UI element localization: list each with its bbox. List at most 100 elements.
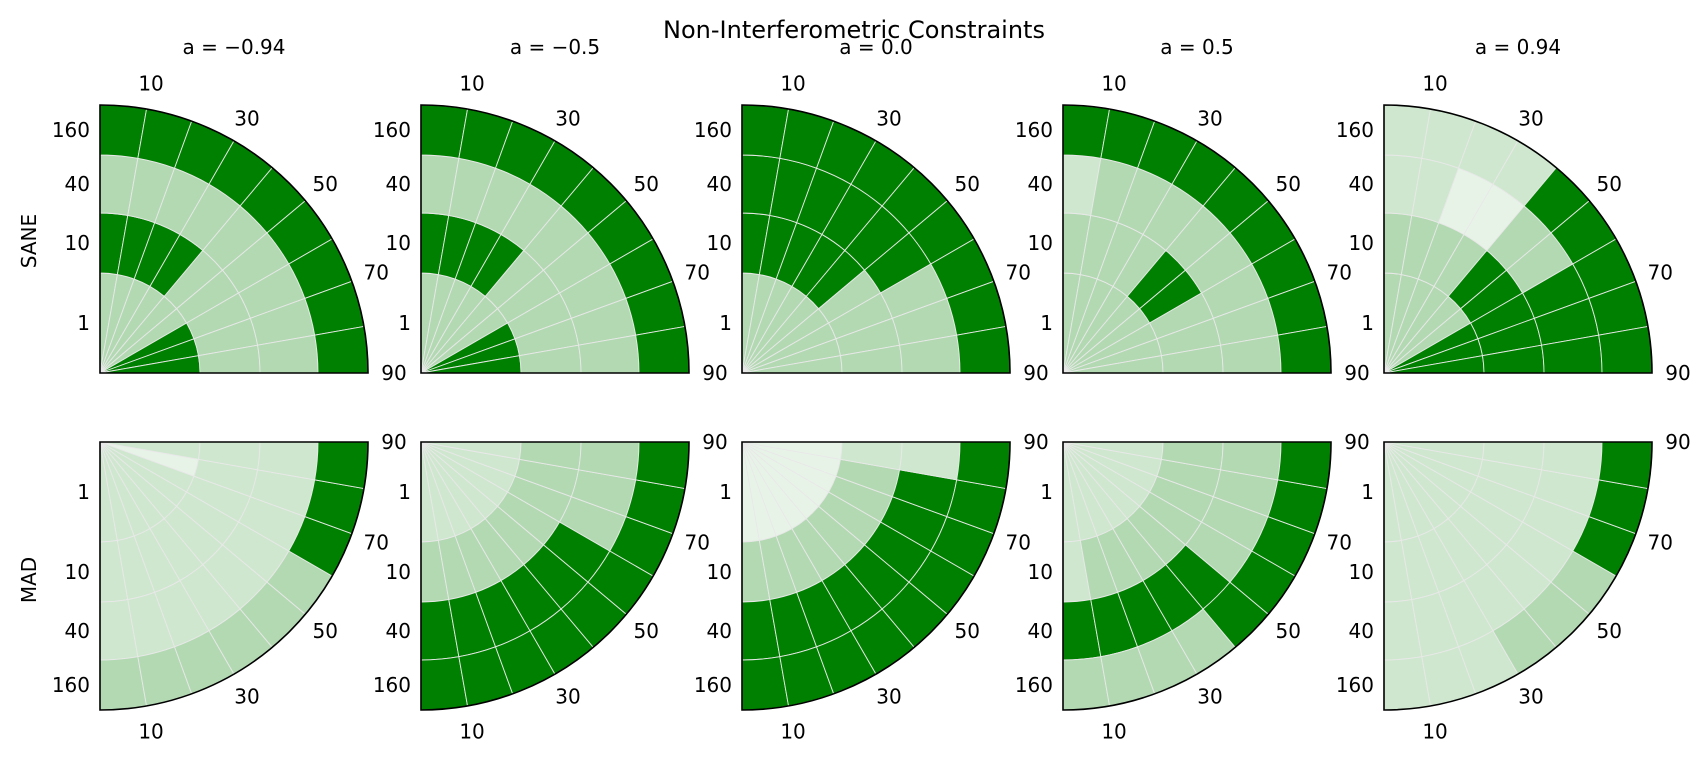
- panel: 1 10 40 160 10 30 50 70 90: [52, 430, 407, 744]
- column-title: a = 0.0: [839, 35, 913, 59]
- radial-tick-label: 10: [386, 560, 411, 584]
- radial-tick-label: 10: [707, 231, 732, 255]
- angular-tick-label: 50: [633, 619, 658, 643]
- panel: 1 10 40 160 10 30 50 70 90: [1015, 71, 1370, 385]
- radial-tick-label: 40: [1028, 619, 1053, 643]
- angular-tick-label: 70: [1006, 260, 1031, 284]
- radial-tick-label: 1: [1040, 311, 1053, 335]
- angular-tick-label: 90: [1023, 430, 1048, 454]
- radial-tick-label: 1: [1361, 311, 1374, 335]
- angular-tick-label: 10: [780, 71, 805, 95]
- radial-tick-label: 40: [1028, 172, 1053, 196]
- panels: a = −0.94 a = −0.5 a = 0.0 a = 0.5 a = 0.94 S…: [17, 35, 1691, 744]
- radial-tick-label: 1: [77, 480, 90, 504]
- angular-tick-label: 90: [702, 361, 727, 385]
- panel-frame: [741, 104, 1011, 374]
- radial-tick-label: 160: [694, 673, 732, 697]
- heatmap-cell: [314, 325, 369, 374]
- radial-tick-label: 160: [694, 118, 732, 142]
- panel-frame: [1062, 441, 1332, 711]
- angular-tick-label: 70: [1648, 260, 1673, 284]
- angular-tick-label: 30: [1197, 106, 1222, 130]
- column-title: a = −0.94: [182, 35, 285, 59]
- radial-tick-label: 40: [386, 619, 411, 643]
- heatmap-cell: [314, 441, 369, 490]
- angular-tick-label: 30: [1518, 685, 1543, 709]
- radial-tick-label: 1: [77, 311, 90, 335]
- angular-tick-label: 10: [459, 720, 484, 744]
- angular-tick-label: 70: [685, 260, 710, 284]
- panel: 1 10 40 160 10 30 50 70 90: [373, 71, 728, 385]
- angular-tick-label: 10: [1101, 720, 1126, 744]
- panel: 1 10 40 160 10 30 50 70 90: [1336, 71, 1691, 385]
- radial-tick-label: 40: [707, 619, 732, 643]
- radial-tick-label: 40: [65, 172, 90, 196]
- heatmap-cell: [635, 325, 690, 374]
- angular-tick-label: 90: [381, 361, 406, 385]
- angular-tick-label: 30: [876, 106, 901, 130]
- panel-frame: [99, 441, 369, 711]
- angular-tick-label: 10: [1422, 71, 1447, 95]
- panel-frame: [99, 104, 369, 374]
- angular-tick-label: 50: [312, 172, 337, 196]
- panel-frame: [1383, 104, 1653, 374]
- radial-tick-label: 40: [707, 172, 732, 196]
- heatmap-cell: [1277, 441, 1332, 490]
- angular-tick-label: 70: [1006, 531, 1031, 555]
- panel-frame: [420, 441, 690, 711]
- radial-tick-label: 160: [1015, 673, 1053, 697]
- angular-tick-label: 50: [312, 619, 337, 643]
- angular-tick-label: 50: [954, 619, 979, 643]
- radial-tick-label: 1: [719, 311, 732, 335]
- angular-tick-label: 30: [876, 685, 901, 709]
- panel: 1 10 40 160 10 30 50 70 90: [694, 71, 1049, 385]
- angular-tick-label: 90: [702, 430, 727, 454]
- panel: 1 10 40 160 10 30 50 70 90: [1015, 430, 1370, 744]
- radial-tick-label: 40: [386, 172, 411, 196]
- angular-tick-label: 10: [780, 720, 805, 744]
- panel: 1 10 40 160 10 30 50 70 90: [694, 430, 1049, 744]
- angular-tick-label: 30: [1518, 106, 1543, 130]
- angular-tick-label: 30: [1197, 685, 1222, 709]
- radial-tick-label: 160: [1015, 118, 1053, 142]
- angular-tick-label: 50: [1596, 619, 1621, 643]
- radial-tick-label: 160: [1336, 118, 1374, 142]
- radial-tick-label: 160: [52, 673, 90, 697]
- radial-tick-label: 10: [65, 560, 90, 584]
- column-title: a = 0.94: [1475, 35, 1561, 59]
- angular-tick-label: 70: [1327, 260, 1352, 284]
- radial-tick-label: 40: [1349, 172, 1374, 196]
- heatmap-cell: [956, 441, 1011, 490]
- panel-frame: [1062, 104, 1332, 374]
- angular-tick-label: 10: [138, 720, 163, 744]
- radial-tick-label: 40: [1349, 619, 1374, 643]
- angular-tick-label: 30: [234, 106, 259, 130]
- figure-title: Non-Interferometric Constraints: [663, 16, 1045, 44]
- radial-tick-label: 1: [398, 311, 411, 335]
- angular-tick-label: 90: [1023, 361, 1048, 385]
- angular-tick-label: 10: [459, 71, 484, 95]
- radial-tick-label: 1: [1361, 480, 1374, 504]
- angular-tick-label: 90: [1665, 361, 1690, 385]
- heatmap-cell: [635, 441, 690, 490]
- row-label: SANE: [17, 214, 41, 268]
- angular-tick-label: 90: [1665, 430, 1690, 454]
- column-title: a = −0.5: [510, 35, 600, 59]
- radial-tick-label: 10: [707, 560, 732, 584]
- panel: 1 10 40 160 10 30 50 70 90: [52, 71, 407, 385]
- radial-tick-label: 160: [52, 118, 90, 142]
- radial-tick-label: 10: [1028, 231, 1053, 255]
- heatmap-cell: [1598, 441, 1653, 490]
- angular-tick-label: 70: [364, 260, 389, 284]
- radial-tick-label: 160: [1336, 673, 1374, 697]
- panel-frame: [741, 441, 1011, 711]
- radial-tick-label: 10: [1349, 560, 1374, 584]
- angular-tick-label: 10: [1422, 720, 1447, 744]
- angular-tick-label: 30: [555, 106, 580, 130]
- angular-tick-label: 10: [138, 71, 163, 95]
- radial-tick-label: 160: [373, 118, 411, 142]
- row-label: MAD: [17, 557, 41, 603]
- radial-tick-label: 10: [65, 231, 90, 255]
- angular-tick-label: 70: [1327, 531, 1352, 555]
